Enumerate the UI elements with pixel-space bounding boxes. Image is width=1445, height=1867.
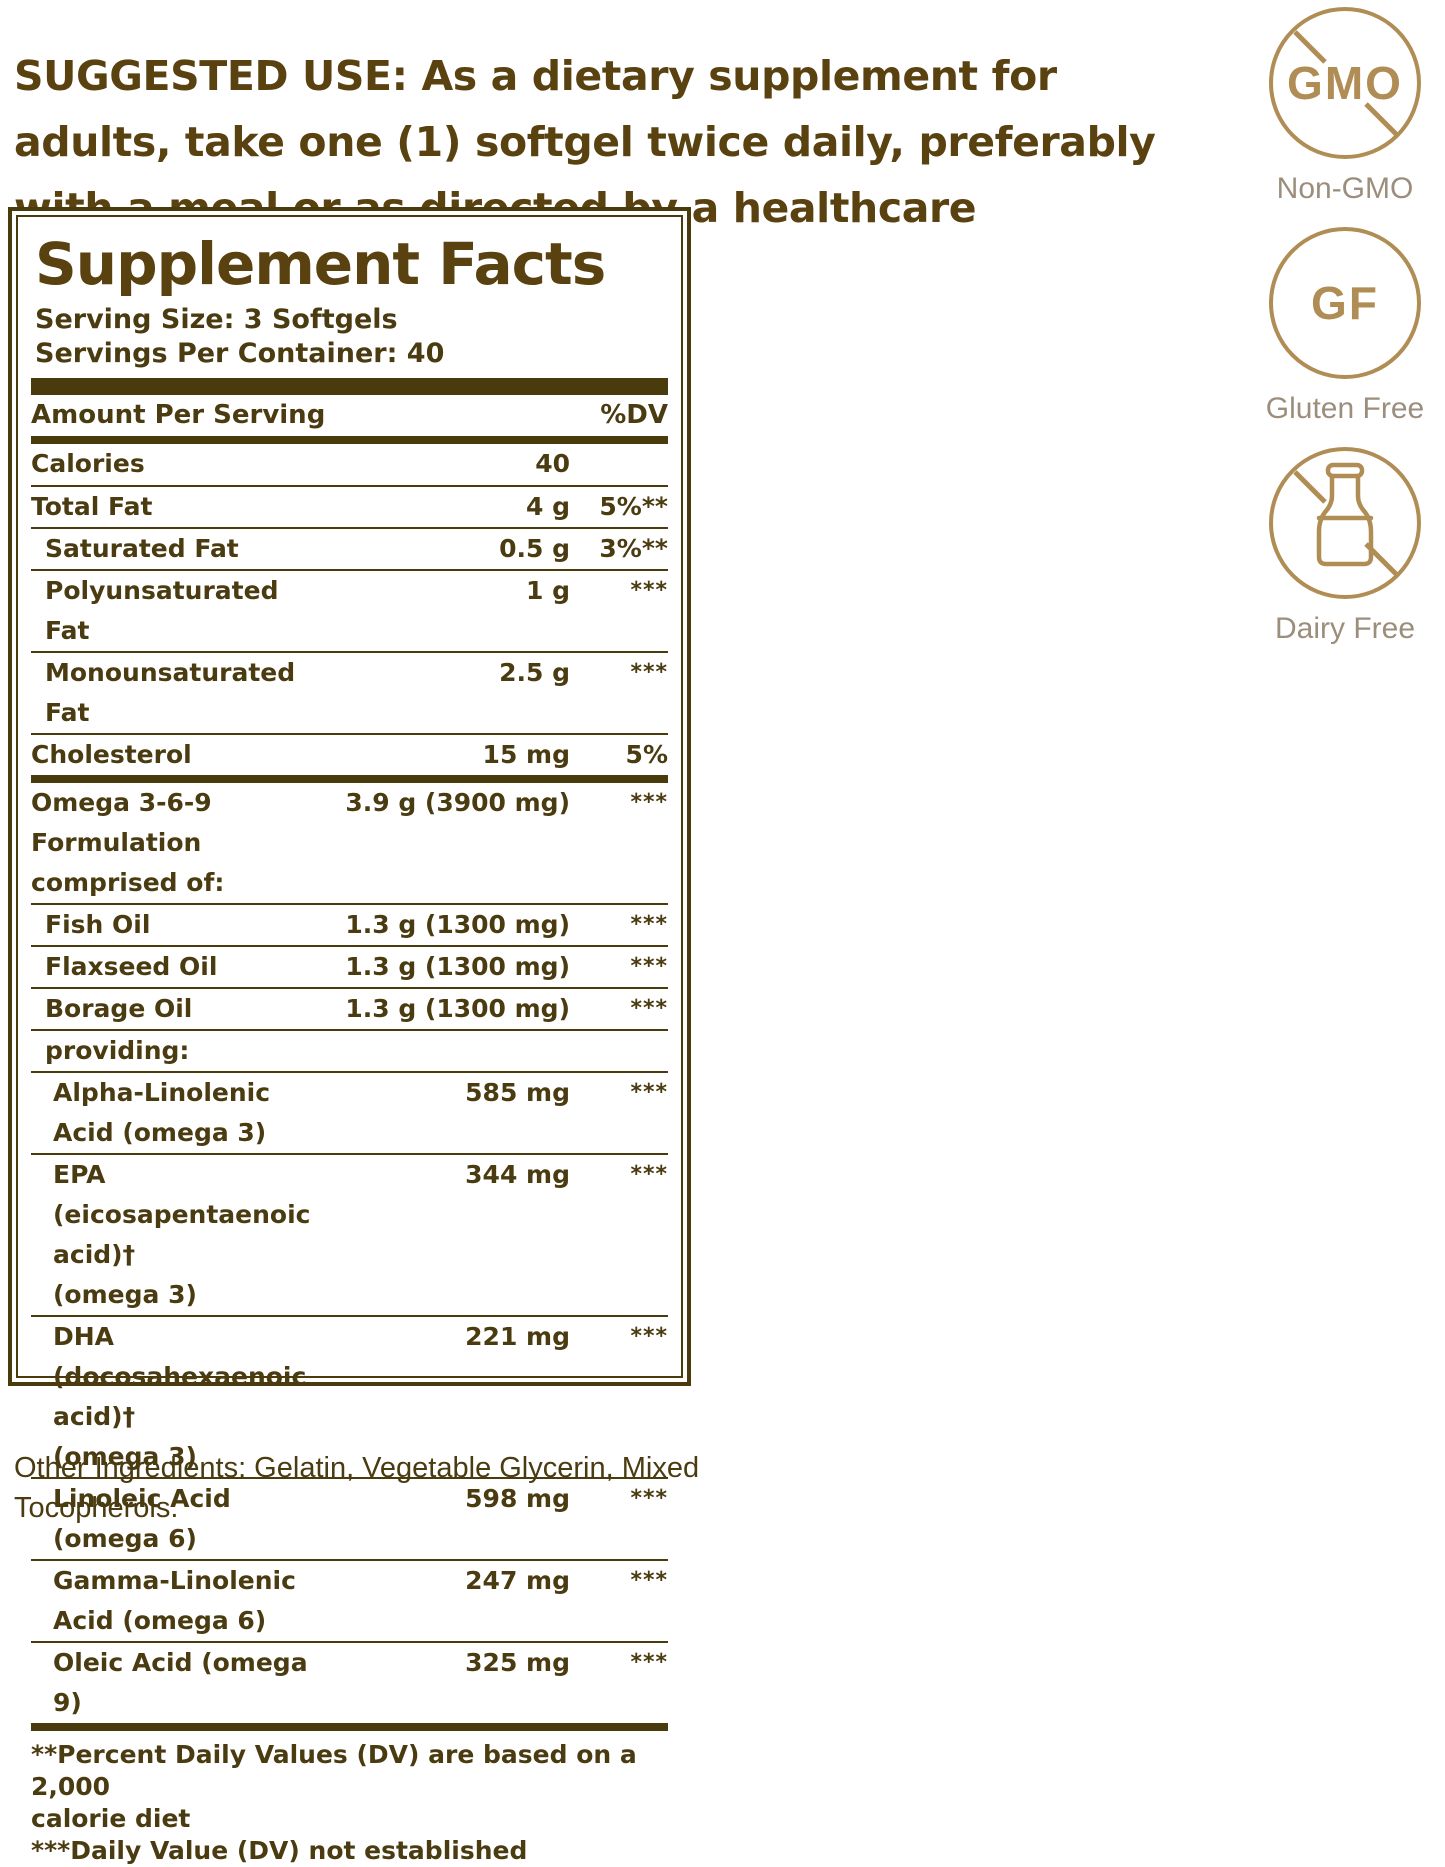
footnote: ***Daily Value (DV) not established [31,1836,528,1865]
no-gmo-icon: GMO [1262,0,1428,166]
no-dairy-bottle-icon [1262,440,1428,606]
row-nutrient-name: Alpha-Linolenic Acid (omega 3) [53,1078,271,1147]
row-amount: 221 mg [465,1322,570,1351]
row-percent-dv: *** [630,1324,668,1349]
row-nutrient-name: Calories [31,449,145,478]
no-gmo-letters: GMO [1287,57,1403,109]
row-nutrient-name: Monounsaturated Fat [45,658,296,727]
row-nutrient-name: DHA (docosahexaenoic acid)† (omega 3) [53,1322,307,1471]
gluten-free-letters: GF [1311,277,1379,329]
row-percent-dv: *** [630,660,668,685]
row-percent-dv: 5% [625,740,668,769]
row-amount: 3.9 g (3900 mg) [345,788,570,817]
row-amount: 325 mg [465,1648,570,1677]
row-nutrient-name: providing: [45,1036,190,1065]
row-amount: 1.3 g (1300 mg) [345,952,570,981]
row-amount: 247 mg [465,1566,570,1595]
table-row: Calories 40 [31,444,668,485]
row-nutrient-name: Total Fat [31,492,153,521]
row-nutrient-name: Gamma-Linolenic Acid (omega 6) [53,1566,296,1635]
footnote: **Percent Daily Values (DV) are based on… [31,1740,637,1833]
badge-non-gmo: GMO Non-GMO [1245,0,1445,210]
table-row: Saturated Fat 0.5 g 3%** [31,527,668,569]
gluten-free-icon: GF [1262,220,1428,386]
table-row: Total Fat 4 g 5%** [31,485,668,527]
row-percent-dv: *** [630,790,668,815]
row-amount: 1.3 g (1300 mg) [345,994,570,1023]
row-nutrient-name: EPA (eicosapentaenoic acid)† (omega 3) [53,1160,311,1309]
table-row: EPA (eicosapentaenoic acid)† (omega 3) 34… [31,1153,668,1315]
header-underline-bar [31,436,668,444]
supplement-facts-inner-border: Supplement Facts Serving Size: 3 Softgel… [16,215,683,1865]
row-amount: 1 g [526,576,570,605]
row-percent-dv: *** [630,996,668,1021]
badge-dairy-free-caption: Dairy Free [1274,612,1416,645]
row-nutrient-name: Polyunsaturated Fat [45,576,279,645]
serving-size: Serving Size: 3 Softgels [35,304,398,335]
row-nutrient-name: Saturated Fat [45,534,239,563]
table-row: DHA (docosahexaenoic acid)† (omega 3) 221… [31,1315,668,1477]
row-percent-dv: *** [630,1080,668,1105]
certification-badges: GMO Non-GMO GF Gluten Free D [1245,0,1445,660]
row-percent-dv: 3%** [599,534,668,563]
row-amount: 585 mg [465,1078,570,1107]
row-percent-dv: *** [630,954,668,979]
supplement-facts-panel: Supplement Facts Serving Size: 3 Softgel… [8,207,691,1865]
row-amount: 40 [535,449,570,478]
badge-gluten-free: GF Gluten Free [1245,220,1445,430]
table-row: Oleic Acid (omega 9) 325 mg *** [31,1641,668,1723]
row-amount: 2.5 g [499,658,570,687]
row-amount: 4 g [526,492,570,521]
footnote-divider-bar [31,1723,668,1731]
row-percent-dv: *** [630,1162,668,1187]
row-amount: 0.5 g [499,534,570,563]
table-row: Gamma-Linolenic Acid (omega 6) 247 mg *** [31,1559,668,1641]
amount-per-serving-header: Amount Per Serving %DV [31,395,668,436]
nutrition-rows-group: Calories 40 Total Fat 4 g 5%** Saturated Fat 0… [31,444,668,775]
row-percent-dv: *** [630,578,668,603]
other-ingredients-text: Other Ingredients: Gelatin, Vegetable Gl… [14,1452,700,1524]
table-row: providing: [31,1029,668,1071]
header-divider-bar [31,378,668,395]
row-percent-dv: 5%** [599,492,668,521]
row-percent-dv: *** [630,1650,668,1675]
badge-gluten-free-caption: Gluten Free [1265,392,1425,425]
table-row: Cholesterol 15 mg 5% [31,733,668,775]
table-row: Flaxseed Oil 1.3 g (1300 mg) *** [31,945,668,987]
row-amount: 344 mg [465,1160,570,1189]
table-row: Monounsaturated Fat 2.5 g *** [31,651,668,733]
percent-dv-label: %DV [600,400,668,430]
row-nutrient-name: Fish Oil [45,910,151,939]
row-percent-dv: *** [630,1568,668,1593]
table-row: Polyunsaturated Fat 1 g *** [31,569,668,651]
row-nutrient-name: Omega 3-6-9 Formulation comprised of: [31,788,225,897]
table-row: Fish Oil 1.3 g (1300 mg) *** [31,903,668,945]
row-percent-dv: *** [630,912,668,937]
row-nutrient-name: Oleic Acid (omega 9) [53,1648,308,1717]
supplement-facts-title: Supplement Facts [35,230,606,298]
table-row: Borage Oil 1.3 g (1300 mg) *** [31,987,668,1029]
table-row: Alpha-Linolenic Acid (omega 3) 585 mg *** [31,1071,668,1153]
servings-per-container: Servings Per Container: 40 [35,338,445,369]
footnotes-group: **Percent Daily Values (DV) are based on… [31,1731,668,1867]
badge-dairy-free: Dairy Free [1245,440,1445,650]
table-row: Omega 3-6-9 Formulation comprised of: 3.9… [31,783,668,903]
row-amount: 15 mg [482,740,570,769]
amount-per-serving-label: Amount Per Serving [31,400,326,430]
section-divider-bar [31,775,668,783]
badge-non-gmo-caption: Non-GMO [1276,172,1414,205]
row-nutrient-name: Borage Oil [45,994,193,1023]
row-amount: 1.3 g (1300 mg) [345,910,570,939]
row-nutrient-name: Flaxseed Oil [45,952,218,981]
row-nutrient-name: Cholesterol [31,740,192,769]
omega-rows-group: Omega 3-6-9 Formulation comprised of: 3.9… [31,783,668,1723]
